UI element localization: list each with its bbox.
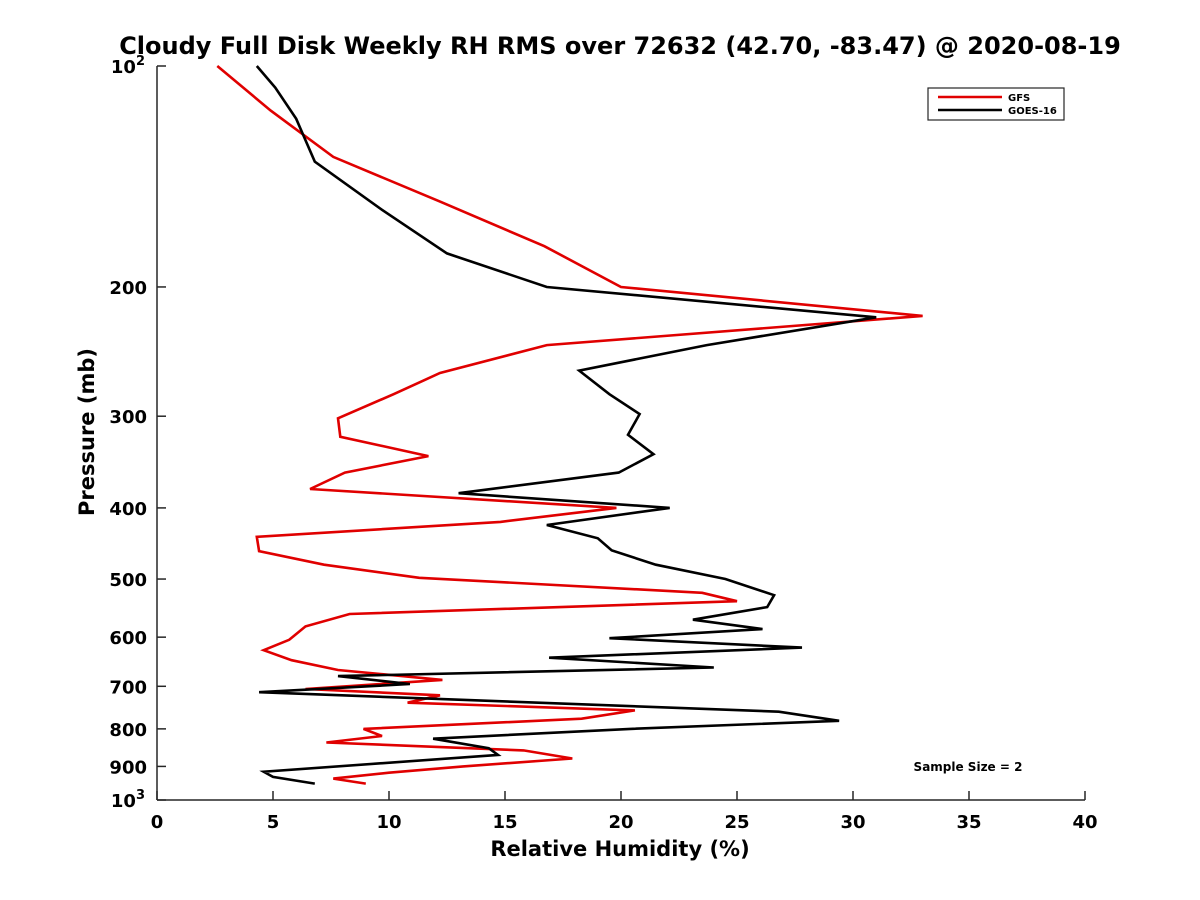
legend-box bbox=[927, 87, 1065, 121]
series-line-gfs bbox=[216, 65, 923, 785]
y-tick-label: 900 bbox=[109, 757, 147, 778]
y-tick-label: 700 bbox=[109, 677, 147, 698]
y-tick-label: 800 bbox=[109, 720, 147, 741]
y-tick-label: 400 bbox=[109, 499, 147, 520]
sample-size-annotation: Sample Size = 2 bbox=[914, 760, 1023, 774]
x-tick-label: 10 bbox=[376, 812, 401, 833]
legend: GFS GOES-16 bbox=[927, 87, 1065, 121]
x-tick-label: 40 bbox=[1072, 812, 1097, 833]
y-tick-label: 300 bbox=[109, 407, 147, 428]
plot-area bbox=[216, 65, 923, 785]
y-tick-label: 600 bbox=[109, 628, 147, 649]
x-tick-label: 30 bbox=[840, 812, 865, 833]
x-tick-label: 5 bbox=[267, 812, 280, 833]
y-tick-label: 500 bbox=[109, 570, 147, 591]
legend-label: GFS bbox=[1008, 93, 1030, 104]
x-tick-label: 25 bbox=[724, 812, 749, 833]
chart-title: Cloudy Full Disk Weekly RH RMS over 7263… bbox=[119, 32, 1121, 60]
axes: 0 5 10 15 20 25 30 35 40 200 300 400 500 600 700 800 900… bbox=[109, 54, 1097, 833]
y-axis-label: Pressure (mb) bbox=[75, 348, 99, 516]
legend-label: GOES-16 bbox=[1008, 106, 1057, 117]
y-tick-label: 102 bbox=[111, 54, 145, 78]
x-tick-label: 15 bbox=[492, 812, 517, 833]
x-axis-label: Relative Humidity (%) bbox=[490, 837, 749, 861]
x-tick-label: 35 bbox=[956, 812, 981, 833]
x-tick-label: 20 bbox=[608, 812, 633, 833]
y-tick-label: 103 bbox=[111, 788, 145, 812]
x-tick-label: 0 bbox=[151, 812, 164, 833]
y-tick-label: 200 bbox=[109, 278, 147, 299]
series-line-goes-16 bbox=[255, 65, 877, 785]
